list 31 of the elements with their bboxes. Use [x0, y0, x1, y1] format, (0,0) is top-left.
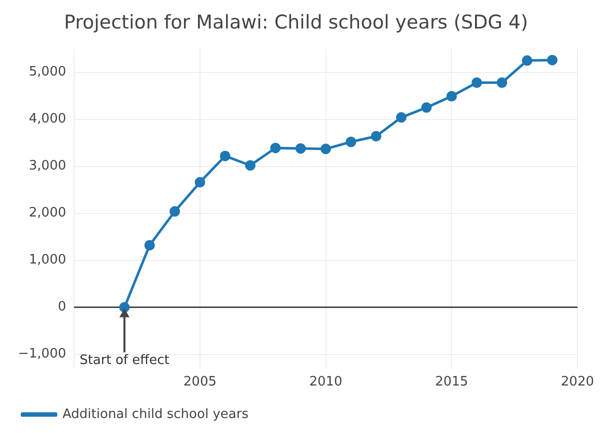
point: [396, 112, 407, 123]
point: [472, 77, 482, 88]
y-tick-label: −1,000: [18, 346, 66, 362]
y-tick-label: 5,000: [28, 64, 66, 80]
point: [170, 206, 180, 217]
y-tick-label: 3,000: [28, 158, 66, 174]
point: [270, 142, 281, 154]
x-tick-label: 2015: [435, 374, 468, 390]
point: [245, 160, 256, 171]
y-tick-label: 1,000: [28, 252, 66, 268]
chart-title: Projection for Malawi: Child school years (SDG 4): [64, 11, 528, 34]
point: [346, 136, 356, 148]
point: [446, 91, 457, 102]
y-tick-label: 0: [58, 300, 66, 315]
y-tick-label: 2,000: [28, 206, 66, 221]
x-tick-label: 2005: [183, 374, 216, 390]
point: [144, 240, 155, 251]
point: [194, 177, 206, 188]
point: [522, 55, 532, 66]
y-tick-label: 4,000: [28, 112, 66, 127]
annotation: Start of effect: [80, 353, 170, 368]
point: [295, 143, 306, 154]
legend-label: Additional child school years: [62, 406, 249, 422]
point: [421, 102, 432, 113]
point: [370, 130, 382, 142]
point: [320, 144, 332, 154]
x-tick-label: 2010: [309, 374, 342, 390]
point: [547, 54, 558, 66]
point: [220, 150, 230, 162]
point: [496, 77, 508, 88]
x-tick-label: 2020: [560, 374, 594, 390]
